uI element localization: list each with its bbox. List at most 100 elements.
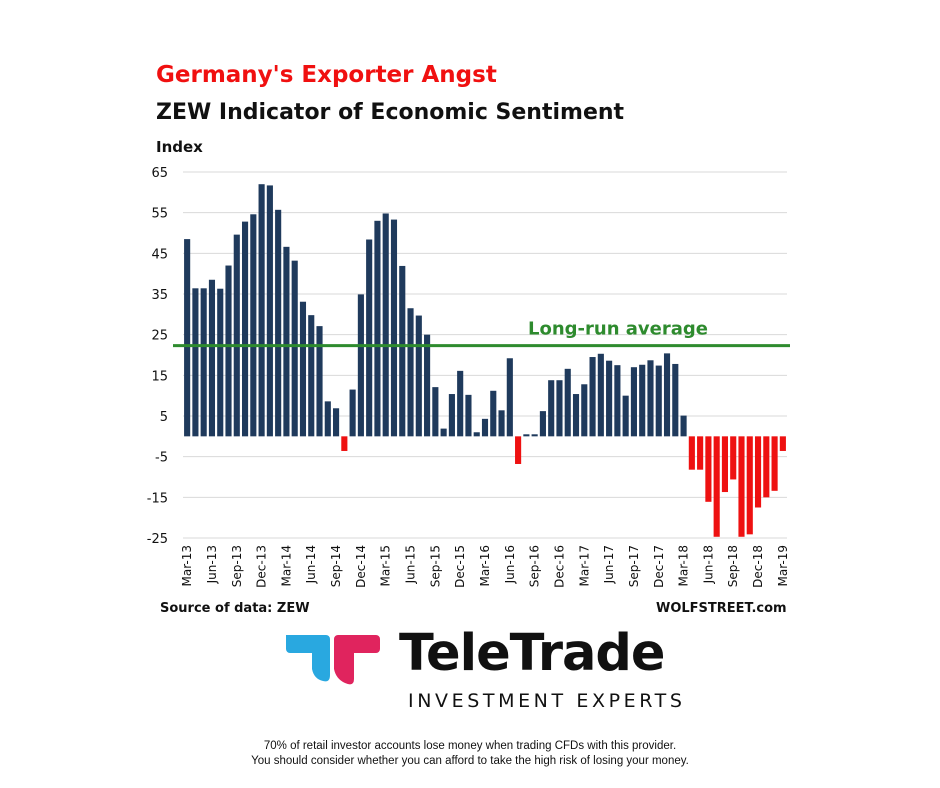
bar	[746, 436, 753, 535]
bar	[357, 294, 364, 437]
bar	[324, 401, 331, 437]
bar	[581, 384, 588, 437]
bar	[597, 353, 604, 437]
bar-chart: 65 55 45 35 25 15 5 -5 -15 -25 Mar-13 Jun-13 Sep-13 D…	[147, 166, 790, 588]
x-tick-label: Sep-18	[726, 545, 740, 587]
bar	[448, 394, 455, 437]
x-tick-label: Sep-16	[528, 545, 542, 587]
y-tick-label: 55	[151, 207, 168, 222]
bar	[713, 436, 720, 537]
y-tick-label: -5	[155, 451, 168, 466]
y-tick-label: 5	[160, 410, 168, 425]
y-axis-label: Index	[156, 138, 203, 156]
bar	[415, 315, 422, 437]
x-tick-label: Jun-15	[404, 545, 418, 584]
y-tick-label: 65	[151, 166, 168, 181]
bar	[283, 246, 290, 437]
bar	[407, 308, 414, 437]
bar	[506, 358, 513, 437]
bar	[266, 185, 273, 437]
bar	[697, 436, 704, 470]
y-tick-label: -15	[147, 491, 168, 506]
x-tick-label: Sep-17	[627, 545, 641, 587]
bar	[184, 239, 191, 437]
bar	[705, 436, 712, 502]
bar	[241, 221, 249, 437]
bar	[440, 428, 447, 437]
x-tick-label: Mar-15	[379, 545, 393, 586]
disclaimer-line-2: You should consider whether you can affo…	[251, 755, 689, 767]
x-tick-label: Dec-17	[652, 545, 666, 588]
bar	[399, 265, 406, 437]
x-tick-label: Dec-14	[354, 545, 368, 588]
chart-subtitle: ZEW Indicator of Economic Sentiment	[156, 100, 625, 125]
bar	[333, 408, 340, 437]
bar	[672, 363, 679, 437]
bar	[688, 436, 695, 470]
bar	[200, 288, 207, 437]
credit-note: WOLFSTREET.com	[656, 601, 787, 616]
bar	[473, 432, 480, 437]
bar	[523, 434, 530, 437]
bar	[432, 387, 439, 437]
y-tick-label: 45	[151, 247, 168, 262]
x-tick-label: Jun-13	[205, 545, 219, 584]
bar	[738, 436, 745, 537]
bar	[382, 213, 389, 437]
x-tick-label: Mar-18	[677, 545, 691, 586]
x-tick-label: Mar-14	[279, 545, 293, 586]
bar	[490, 390, 497, 437]
teletrade-logo: TeleTrade INVESTMENT EXPERTS	[282, 624, 682, 718]
bar	[424, 334, 431, 437]
x-tick-label: Jun-16	[503, 545, 517, 584]
bar	[779, 436, 786, 451]
x-tick-label: Jun-18	[701, 545, 715, 584]
bar	[291, 260, 298, 437]
x-tick-label: Mar-16	[478, 545, 492, 586]
y-tick-label: 25	[151, 329, 168, 344]
brand-name: TeleTrade	[399, 624, 666, 683]
bar	[539, 411, 546, 437]
x-tick-label: Jun-17	[602, 545, 616, 584]
long-run-average-label: Long-run average	[528, 319, 708, 340]
bar	[208, 279, 216, 437]
x-tick-label: Dec-13	[255, 545, 269, 588]
bar	[647, 360, 654, 437]
bar	[754, 436, 762, 508]
y-tick-label: 35	[151, 288, 168, 303]
bar	[680, 415, 687, 437]
bar	[250, 214, 257, 437]
bar	[299, 301, 307, 437]
x-tick-label: Sep-13	[230, 545, 244, 587]
bar	[763, 436, 770, 498]
bar	[515, 436, 522, 464]
bar	[572, 394, 580, 437]
bar	[481, 418, 489, 437]
bar	[192, 288, 199, 437]
bar	[457, 370, 464, 437]
bar	[730, 436, 737, 480]
chart-title: Germany's Exporter Angst	[156, 62, 497, 88]
x-tick-label: Dec-18	[751, 545, 765, 588]
bar	[275, 209, 282, 437]
bar	[465, 394, 472, 437]
x-tick-label: Sep-14	[329, 545, 343, 587]
bar	[225, 265, 232, 437]
bar	[258, 184, 265, 437]
bar	[663, 353, 671, 437]
bar	[655, 365, 662, 437]
bar	[217, 288, 224, 437]
x-tick-label: Jun-14	[304, 545, 318, 584]
source-note: Source of data: ZEW	[160, 601, 310, 616]
bar	[556, 380, 563, 437]
bar	[233, 234, 240, 437]
bar	[606, 360, 613, 437]
bar	[349, 389, 356, 437]
bar	[564, 368, 571, 437]
x-tick-label: Mar-19	[776, 545, 790, 586]
x-tick-label: Dec-16	[552, 545, 566, 588]
x-tick-label: Dec-15	[453, 545, 467, 588]
bar	[374, 220, 381, 437]
bar	[622, 395, 629, 437]
disclaimer-line-1: 70% of retail investor accounts lose mon…	[263, 740, 677, 752]
